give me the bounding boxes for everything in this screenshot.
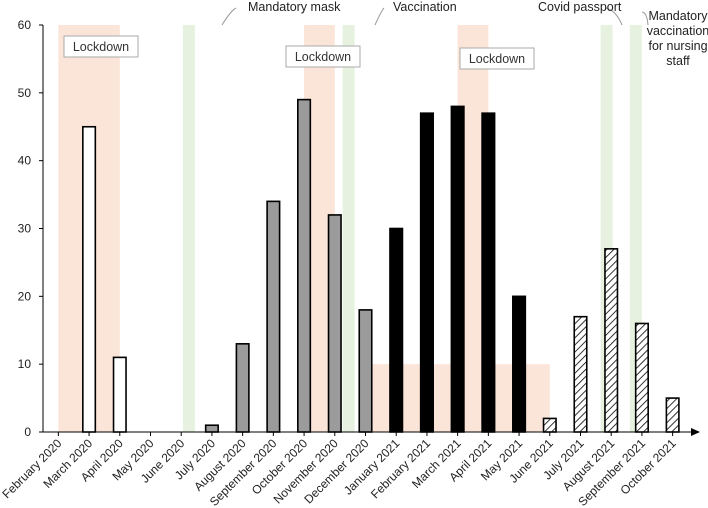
lockdown-label: Lockdown (73, 40, 129, 54)
bar-december-2020 (358, 309, 373, 433)
measure-band (182, 25, 195, 432)
bar-august-2021 (604, 248, 619, 433)
bar-october-2020 (297, 98, 312, 433)
annotation-mandatory-mask: Mandatory mask (248, 0, 341, 14)
annotation-mandatory-vaccination: Mandatory vaccination for nursing staff (647, 9, 708, 68)
annotation-line: Mandatory (648, 9, 708, 23)
bar-july-2021 (573, 315, 588, 433)
lockdown-label-box (285, 45, 361, 68)
bar-july-2020 (204, 424, 219, 433)
callout-line (374, 7, 385, 26)
callout-line (221, 7, 237, 26)
y-tick-label: 0 (24, 425, 31, 439)
bar-august-2020 (235, 343, 250, 433)
lockdown-label: Lockdown (469, 52, 525, 66)
bar-january-2021 (389, 227, 404, 433)
lockdown-label-box (63, 35, 139, 58)
measure-band (342, 25, 355, 432)
annotation-covid-passport: Covid passport (538, 0, 622, 14)
bar-june-2021 (542, 417, 557, 433)
bar-october-2021 (665, 397, 680, 433)
annotation-vaccination: Vaccination (393, 0, 457, 14)
bar-april-2021 (481, 112, 496, 433)
callout-line (641, 11, 649, 26)
bar-september-2020 (266, 200, 281, 433)
annotation-line: vaccination (647, 24, 708, 38)
y-tick-label: 20 (18, 289, 32, 303)
y-tick-label: 40 (18, 154, 32, 168)
callout-line (605, 7, 623, 26)
bar-november-2020 (327, 214, 342, 433)
bar-may-2021 (512, 295, 527, 433)
y-tick-label: 10 (18, 357, 32, 371)
bar-march-2021 (450, 105, 465, 433)
y-tick-label: 30 (18, 222, 32, 236)
lockdown-label-box (459, 47, 535, 70)
bar-april-2020 (112, 356, 127, 433)
lockdown-label: Lockdown (295, 50, 351, 64)
annotation-line: for nursing (648, 39, 707, 53)
bar-march-2020 (82, 125, 97, 433)
x-axis-arrow (691, 428, 700, 436)
y-tick-label: 60 (18, 18, 32, 32)
y-tick-label: 50 (18, 86, 32, 100)
bar-september-2021 (634, 322, 649, 433)
bar-february-2021 (419, 112, 434, 433)
annotation-line: staff (666, 54, 690, 68)
